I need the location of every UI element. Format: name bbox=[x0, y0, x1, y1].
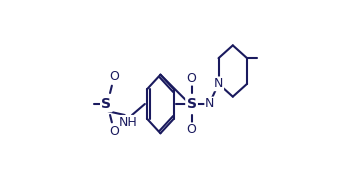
Text: S: S bbox=[101, 97, 111, 111]
Text: S: S bbox=[187, 97, 196, 111]
Text: O: O bbox=[109, 125, 119, 138]
Text: NH: NH bbox=[119, 116, 138, 129]
Text: N: N bbox=[214, 77, 223, 90]
Text: O: O bbox=[187, 72, 196, 85]
Text: N: N bbox=[205, 97, 215, 110]
Text: O: O bbox=[109, 70, 119, 83]
Text: O: O bbox=[187, 123, 196, 136]
